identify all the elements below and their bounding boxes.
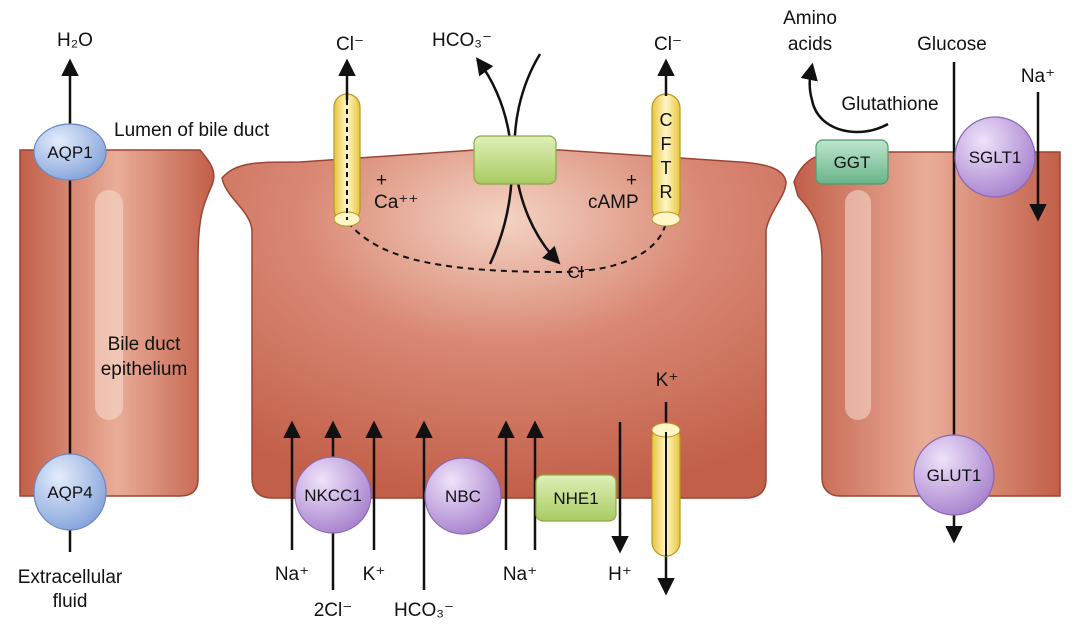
right-cell-highlight — [845, 190, 871, 420]
aqp1-channel — [33, 123, 107, 181]
nkcc1-label: NKCC1 — [304, 486, 362, 505]
lumen-label: Lumen of bile duct — [114, 120, 270, 141]
cftr-letter-r: R — [660, 182, 673, 202]
nkcc1-transporter — [294, 456, 372, 534]
hco3-bottom-label: HCO₃⁻ — [394, 600, 454, 621]
cl-right-label: Cl⁻ — [654, 34, 682, 55]
glut1-transporter — [913, 434, 995, 516]
aqp4-channel — [33, 453, 107, 531]
nhe1-label: NHE1 — [553, 489, 598, 508]
sglt1-transporter — [954, 116, 1036, 198]
ca-label: Ca⁺⁺ — [374, 192, 418, 213]
camp-label: cAMP — [588, 192, 639, 213]
nbc-transporter — [424, 457, 502, 535]
epithelium-label-line1: Bile duct — [108, 334, 182, 355]
center-cell — [221, 149, 787, 499]
k-bottom-label: K⁺ — [363, 564, 386, 585]
cftr-letter-f: F — [661, 134, 672, 154]
hco3-top-label: HCO₃⁻ — [432, 30, 492, 51]
nhe1-exchanger — [535, 474, 617, 522]
water-label: H₂O — [57, 30, 93, 51]
cl-inside-label: Cl⁻ — [567, 263, 592, 282]
glut1-label: GLUT1 — [927, 466, 982, 485]
glucose-label: Glucose — [917, 34, 987, 55]
amino-acids-label-line1: Amino — [783, 8, 837, 29]
epithelium-label-line2: epithelium — [101, 359, 188, 380]
ca-plus-sign: + — [376, 170, 387, 191]
nbc-label: NBC — [445, 487, 481, 506]
ggt-label: GGT — [834, 153, 871, 172]
cftr-letter-c: C — [660, 110, 673, 130]
aqp4-label: AQP4 — [47, 483, 92, 502]
two-cl-label: 2Cl⁻ — [314, 600, 353, 621]
chloride-recycle-path — [347, 221, 667, 274]
na-bottom-label-1: Na⁺ — [275, 564, 309, 585]
left-cell-highlight — [95, 190, 123, 420]
extracellular-label-line2: fluid — [53, 591, 88, 612]
amino-acids-label-line2: acids — [788, 34, 832, 55]
sglt1-label: SGLT1 — [969, 148, 1022, 167]
aqp1-label: AQP1 — [47, 143, 92, 162]
extracellular-label-line1: Extracellular — [18, 567, 123, 588]
glutathione-to-amino-acids-arrow — [800, 62, 889, 134]
cftr-letter-t: T — [661, 158, 672, 178]
cl-left-label: Cl⁻ — [336, 34, 364, 55]
h-bottom-label: H⁺ — [608, 564, 632, 585]
right-cell — [793, 151, 1061, 497]
glutathione-label: Glutathione — [841, 94, 938, 115]
camp-plus-sign: + — [626, 170, 637, 191]
na-top-label: Na⁺ — [1021, 66, 1055, 87]
na-bottom-label-2: Na⁺ — [503, 564, 537, 585]
k-top-label: K⁺ — [656, 370, 679, 391]
ggt-enzyme — [815, 139, 889, 185]
cftr-bottom-cap — [651, 211, 681, 227]
chloride-bicarbonate-exchanger — [473, 135, 557, 185]
